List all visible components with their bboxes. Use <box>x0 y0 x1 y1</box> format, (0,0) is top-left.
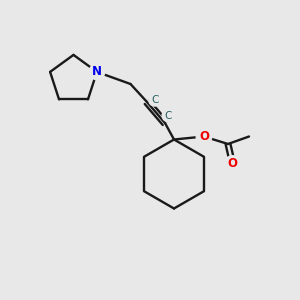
Text: C: C <box>151 95 158 105</box>
Text: O: O <box>199 130 209 143</box>
Text: N: N <box>92 65 102 78</box>
Circle shape <box>196 129 212 144</box>
Circle shape <box>149 94 161 106</box>
Text: C: C <box>164 111 172 121</box>
Circle shape <box>89 64 105 80</box>
Circle shape <box>225 156 240 171</box>
Circle shape <box>162 110 174 122</box>
Text: O: O <box>227 157 238 170</box>
